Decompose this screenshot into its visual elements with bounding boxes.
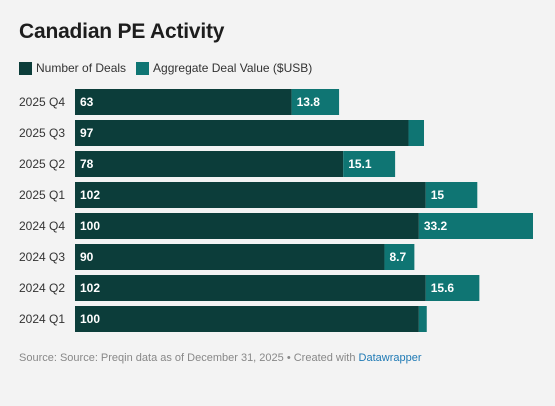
bar-value-2025-q3 (408, 120, 425, 146)
category-label-2024-q3: 2024 Q3 (19, 250, 65, 264)
label-deals-2024-q2: 102 (80, 281, 100, 295)
legend: Number of Deals Aggregate Deal Value ($U… (19, 60, 322, 76)
legend-item-deals: Number of Deals (19, 61, 126, 75)
label-deals-2025-q3: 97 (80, 126, 94, 140)
footer: Source: Source: Preqin data as of Decemb… (19, 352, 422, 364)
bar-deals-2025-q4 (75, 89, 292, 115)
chart-title: Canadian PE Activity (19, 20, 225, 43)
bar-value-2024-q4 (418, 213, 533, 239)
label-value-2024-q4: 33.2 (424, 219, 448, 233)
label-deals-2024-q4: 100 (80, 219, 100, 233)
bar-value-2024-q1 (418, 306, 427, 332)
bar-deals-2024-q4 (75, 213, 419, 239)
label-deals-2025-q2: 78 (80, 157, 94, 171)
bar-value-2025-q4 (291, 89, 340, 115)
label-value-2025-q4: 13.8 (297, 95, 321, 109)
legend-label-deals: Number of Deals (36, 61, 127, 75)
legend-item-value: Aggregate Deal Value ($USB) (136, 61, 312, 75)
category-label-2025-q2: 2025 Q2 (19, 157, 65, 171)
label-deals-2024-q3: 90 (80, 250, 94, 264)
category-label-2025-q3: 2025 Q3 (19, 126, 65, 140)
legend-label-value: Aggregate Deal Value ($USB) (153, 61, 313, 75)
bar-deals-2025-q1 (75, 182, 426, 208)
bar-value-2025-q2 (343, 151, 396, 177)
datawrapper-link[interactable]: Datawrapper (358, 352, 422, 364)
category-label-2024-q2: 2024 Q2 (19, 281, 65, 295)
legend-swatch-deals (19, 61, 32, 75)
bar-value-2024-q3 (384, 244, 415, 270)
category-label-2024-q4: 2024 Q4 (19, 219, 65, 233)
label-value-2024-q2: 15.6 (431, 281, 455, 295)
category-label-2025-q4: 2025 Q4 (19, 95, 65, 109)
label-deals-2025-q4: 63 (80, 95, 94, 109)
bar-deals-2024-q2 (75, 275, 426, 301)
bar-deals-2025-q2 (75, 151, 344, 177)
bar-deals-2025-q3 (75, 120, 409, 146)
legend-swatch-value (136, 61, 150, 75)
bar-deals-2024-q3 (75, 244, 385, 270)
label-value-2024-q3: 8.7 (389, 250, 406, 264)
label-value-2025-q1: 15 (431, 188, 445, 202)
bar-value-2024-q2 (425, 275, 480, 301)
bar-deals-2024-q1 (75, 306, 419, 332)
label-deals-2024-q1: 100 (80, 312, 100, 326)
label-value-2025-q2: 15.1 (348, 157, 372, 171)
label-deals-2025-q1: 102 (80, 188, 100, 202)
bar-value-2025-q1 (425, 182, 478, 208)
category-label-2024-q1: 2024 Q1 (19, 312, 65, 326)
category-label-2025-q1: 2025 Q1 (19, 188, 65, 202)
source-text: Source: Source: Preqin data as of Decemb… (19, 352, 359, 364)
